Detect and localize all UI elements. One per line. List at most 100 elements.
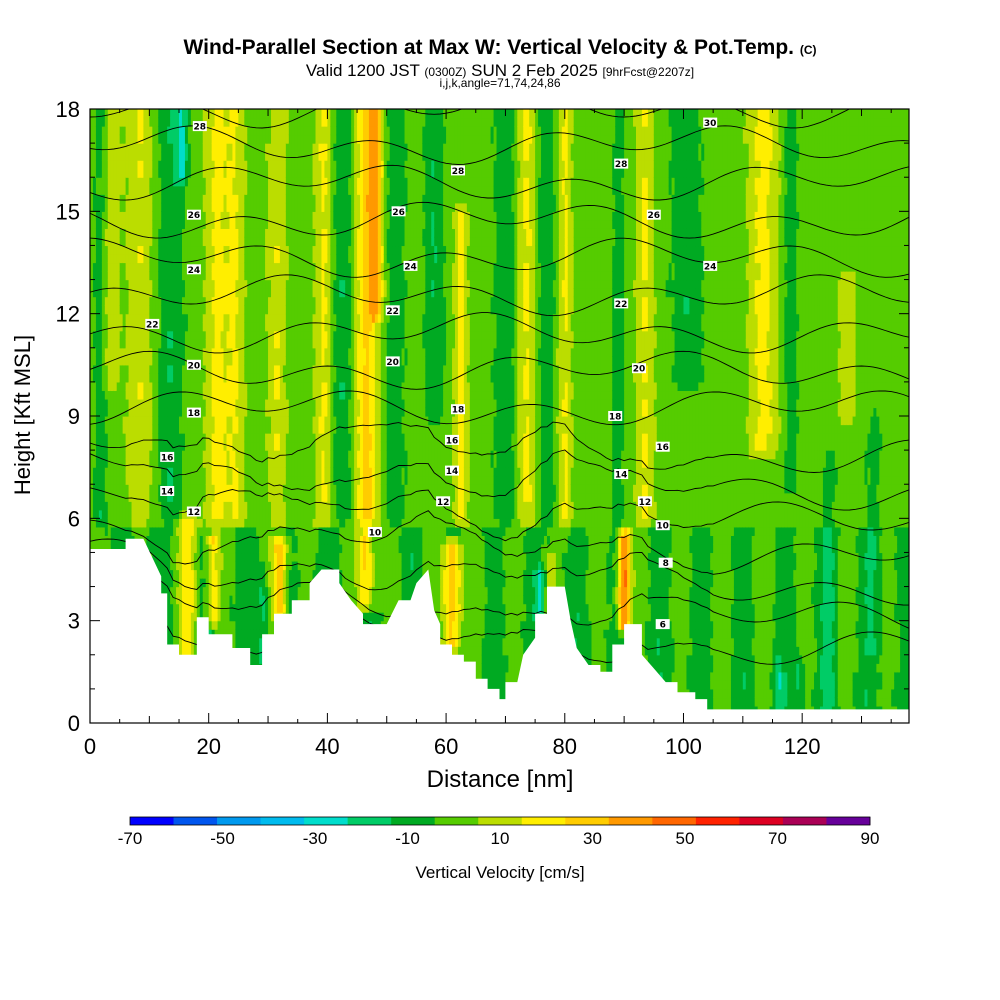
field-cell [199,253,204,264]
field-cell [288,501,293,511]
field-cell [256,646,260,656]
field-cell [211,296,216,306]
field-cell [116,262,121,272]
field-cell [232,134,236,144]
field-cell [90,313,94,323]
field-cell [158,458,162,468]
field-cell [282,364,287,374]
field-cell [101,441,106,451]
field-cell [288,194,293,204]
field-cell [101,433,106,443]
field-cell [232,586,236,596]
field-cell [95,424,100,434]
field-cell [140,364,145,374]
field-cell [128,509,133,519]
field-cell [208,253,213,264]
field-cell [217,501,222,511]
field-cell [131,373,136,383]
field-cell [181,126,186,136]
field-cell [113,305,118,315]
field-cell [104,160,109,170]
field-cell [170,552,174,562]
field-cell [107,458,112,468]
field-cell [125,202,130,212]
field-cell [134,177,139,187]
field-cell [288,416,293,426]
field-cell [199,595,204,605]
field-cell [90,356,94,366]
field-cell [164,236,168,247]
field-cell [199,518,204,528]
field-cell [101,134,106,144]
field-cell [134,202,139,212]
field-cell [140,339,145,349]
field-cell [101,322,106,332]
field-cell [279,109,284,119]
field-cell [217,416,222,426]
field-cell [92,424,97,434]
field-cell [253,484,257,494]
field-cell [288,407,293,417]
field-cell [211,236,216,247]
field-cell [253,143,257,153]
field-cell [128,433,133,443]
field-cell [161,262,165,272]
field-cell [247,305,251,315]
field-cell [226,330,231,340]
field-cell [140,117,145,127]
field-cell [259,313,263,323]
field-cell [235,620,239,630]
field-cell [170,467,174,477]
field-cell [170,398,174,409]
field-cell [131,160,136,170]
field-cell [161,253,165,264]
field-cell [137,202,142,212]
field-cell [187,253,192,264]
field-cell [217,109,222,119]
field-cell [273,219,278,229]
field-cell [90,228,94,238]
field-cell [119,509,124,519]
field-cell [104,535,109,545]
field-cell [95,177,100,187]
field-cell [220,228,225,238]
field-cell [279,117,284,127]
field-cell [92,296,97,306]
field-cell [193,194,198,204]
field-cell [149,416,153,426]
field-cell [214,279,219,289]
field-cell [217,296,222,306]
field-cell [155,279,159,289]
field-cell [244,271,248,281]
field-cell [158,535,162,545]
field-cell [199,578,204,588]
field-cell [140,526,145,536]
field-cell [140,296,145,306]
field-cell [104,330,109,340]
field-cell [137,373,142,383]
field-cell [229,109,234,119]
field-cell [146,185,150,195]
field-cell [113,501,118,511]
field-cell [137,390,142,400]
field-cell [113,347,118,357]
field-cell [137,407,142,417]
field-cell [104,543,109,554]
field-cell [268,390,272,400]
field-cell [173,245,177,255]
field-cell [179,612,183,622]
field-cell [179,518,183,528]
field-cell [113,535,118,545]
field-cell [238,552,242,562]
field-cell [208,236,213,247]
field-cell [211,612,216,622]
field-cell [170,253,174,264]
field-cell [235,356,239,366]
field-cell [161,313,165,323]
field-cell [223,168,228,178]
field-cell [268,603,272,613]
field-cell [101,424,106,434]
field-cell [259,612,263,622]
field-cell [131,339,136,349]
field-cell [220,569,225,579]
